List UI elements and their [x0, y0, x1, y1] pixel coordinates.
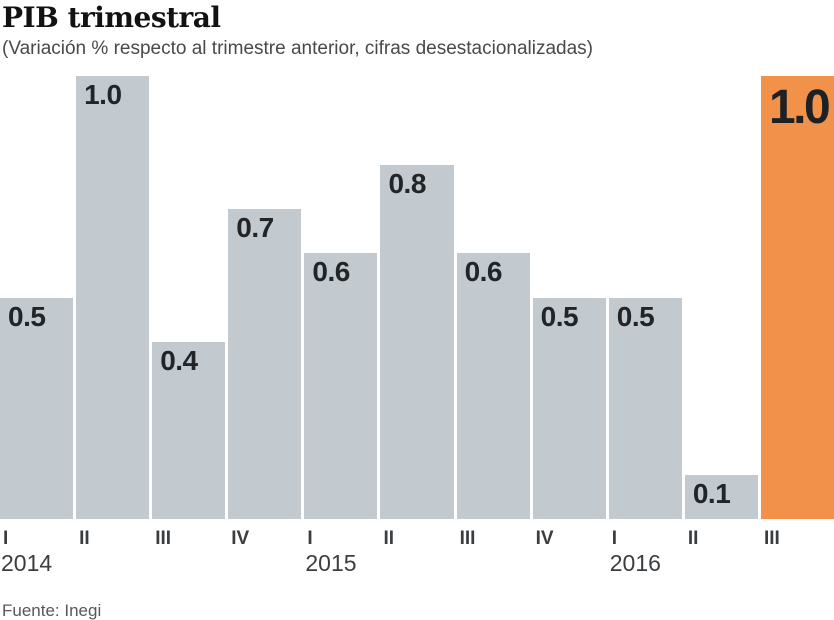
bar-2015-II: 0.8: [380, 164, 454, 519]
bar-value-label: 1.0: [768, 81, 831, 134]
bar-2014-I: 0.5: [0, 297, 74, 519]
bar-2015-I: 0.6: [304, 253, 378, 519]
bar-2015-IV: 0.5: [532, 297, 606, 519]
bar-2016-I: 0.5: [608, 297, 682, 519]
quarter-label: IV: [535, 528, 554, 549]
x-tick-2015-III: III: [457, 528, 530, 576]
quarter-label: II: [687, 528, 699, 549]
quarter-label: III: [459, 528, 476, 549]
bar-2014-IV: 0.7: [228, 208, 302, 519]
bar-2016-III-highlighted: 1.0: [760, 76, 834, 519]
x-tick-2014-I: I 2014: [0, 528, 73, 576]
bar-value-label: 1.0: [84, 79, 122, 110]
bar-value-label: 0.4: [160, 344, 198, 376]
bar-slot-2015-II: 0.8: [380, 76, 454, 519]
chart-header: PIB trimestral (Variación % respecto al …: [0, 0, 834, 60]
bar-slot-2014-III: 0.4: [152, 76, 226, 519]
bar-plot-area: 0.5 1.0 0.4 0.7 0.6 0.8: [0, 76, 834, 519]
bar-2014-III: 0.4: [152, 341, 226, 519]
bar-value-label: 0.6: [464, 256, 503, 288]
quarter-label: II: [383, 528, 395, 549]
bar-2014-II: 1.0: [76, 76, 150, 519]
x-tick-2014-IV: IV: [228, 528, 301, 576]
quarter-label: III: [763, 528, 780, 549]
bar-slot-2015-I: 0.6: [304, 76, 378, 519]
bar-slot-2014-IV: 0.7: [228, 76, 302, 519]
x-tick-2014-III: III: [152, 528, 225, 576]
bar-slot-2016-I: 0.5: [608, 76, 682, 519]
bar-value-label: 0.1: [692, 477, 731, 509]
year-label: 2014: [1, 550, 53, 576]
x-tick-2016-II: II: [685, 528, 758, 576]
chart-subtitle: (Variación % respecto al trimestre anter…: [2, 38, 594, 59]
page-title: PIB trimestral: [2, 1, 221, 34]
x-tick-2015-I: I 2015: [304, 528, 377, 576]
year-label: 2016: [609, 550, 661, 576]
bar-value-label: 0.6: [312, 256, 350, 288]
quarter-label: III: [155, 528, 172, 549]
bar-slot-2015-III: 0.6: [456, 76, 530, 519]
bar-2016-II: 0.1: [684, 474, 758, 519]
quarter-label: I: [611, 528, 618, 549]
x-tick-2014-II: II: [76, 528, 149, 576]
source-credit: Fuente: Inegi: [2, 601, 102, 620]
x-tick-2015-II: II: [380, 528, 453, 576]
bar-2015-III: 0.6: [456, 253, 530, 519]
bar-slot-2016-II: 0.1: [684, 76, 758, 519]
x-tick-2015-IV: IV: [533, 528, 606, 576]
bar-value-label: 0.5: [616, 300, 655, 332]
bar-value-label: 0.7: [236, 211, 274, 243]
quarter-label: IV: [231, 528, 250, 549]
bar-value-label: 0.8: [388, 167, 426, 199]
bar-slot-2015-IV: 0.5: [532, 76, 606, 519]
quarter-label: II: [79, 528, 90, 549]
bar-slot-2014-I: 0.5: [0, 76, 74, 519]
year-label: 2015: [305, 550, 357, 576]
x-axis: I 2014 II III IV I 2015 II III IV: [0, 528, 834, 576]
x-tick-2016-III: III: [761, 528, 834, 576]
bar-value-label: 0.5: [8, 300, 46, 332]
bar-slot-2016-III: 1.0: [760, 76, 834, 519]
quarter-label: I: [307, 528, 313, 549]
bar-value-label: 0.5: [540, 300, 579, 332]
x-tick-2016-I: I 2016: [609, 528, 682, 576]
quarter-label: I: [3, 528, 9, 549]
bar-slot-2014-II: 1.0: [76, 76, 150, 519]
